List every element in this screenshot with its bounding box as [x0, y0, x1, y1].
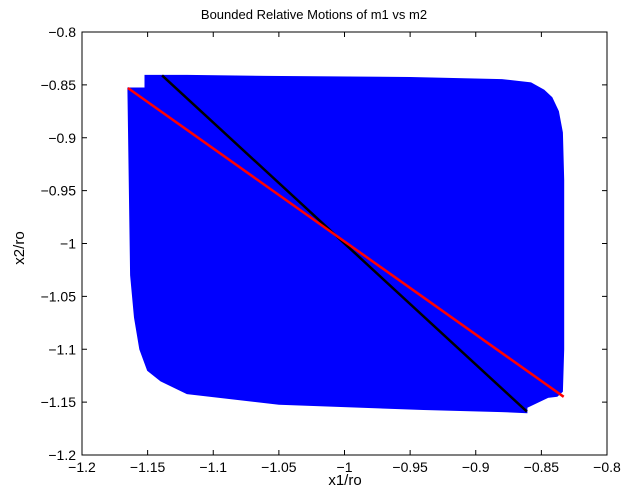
y-tick-label: −1.2	[48, 447, 76, 463]
x-tick-label: −0.85	[524, 459, 560, 475]
x-tick-label: −1.15	[130, 459, 166, 475]
axes: −1.2 −1.15 −1.1 −1.05 −1 −0.95 −0.9 −0.85 −0.8 −0…	[41, 24, 621, 475]
y-tick-label: −1	[60, 236, 76, 252]
y-tick-label: −0.95	[41, 183, 77, 199]
x-tick-label: −1.2	[68, 459, 96, 475]
chart-title: Bounded Relative Motions of m1 vs m2	[201, 7, 427, 22]
x-tick-label: −0.9	[462, 459, 490, 475]
x-tick-label: −0.95	[392, 459, 428, 475]
x-tick-label: −1.05	[261, 459, 297, 475]
y-axis-label: x2/ro	[11, 231, 28, 264]
y-tick-label: −1.15	[41, 394, 77, 410]
x-tick-label: −1	[337, 459, 353, 475]
y-tick-label: −1.05	[41, 288, 77, 304]
plot-area	[82, 32, 607, 455]
y-tick-label: −1.1	[48, 341, 76, 357]
y-tick-label: −0.85	[41, 77, 77, 93]
y-tick-label: −0.9	[48, 130, 76, 146]
series-3-line	[127, 86, 565, 398]
x-tick-label: −1.1	[199, 459, 227, 475]
x-tick-label: −0.8	[593, 459, 621, 475]
series-2-line	[161, 74, 528, 413]
y-tick-label: −0.8	[48, 24, 76, 40]
x-axis-label: x1/ro	[328, 472, 361, 489]
